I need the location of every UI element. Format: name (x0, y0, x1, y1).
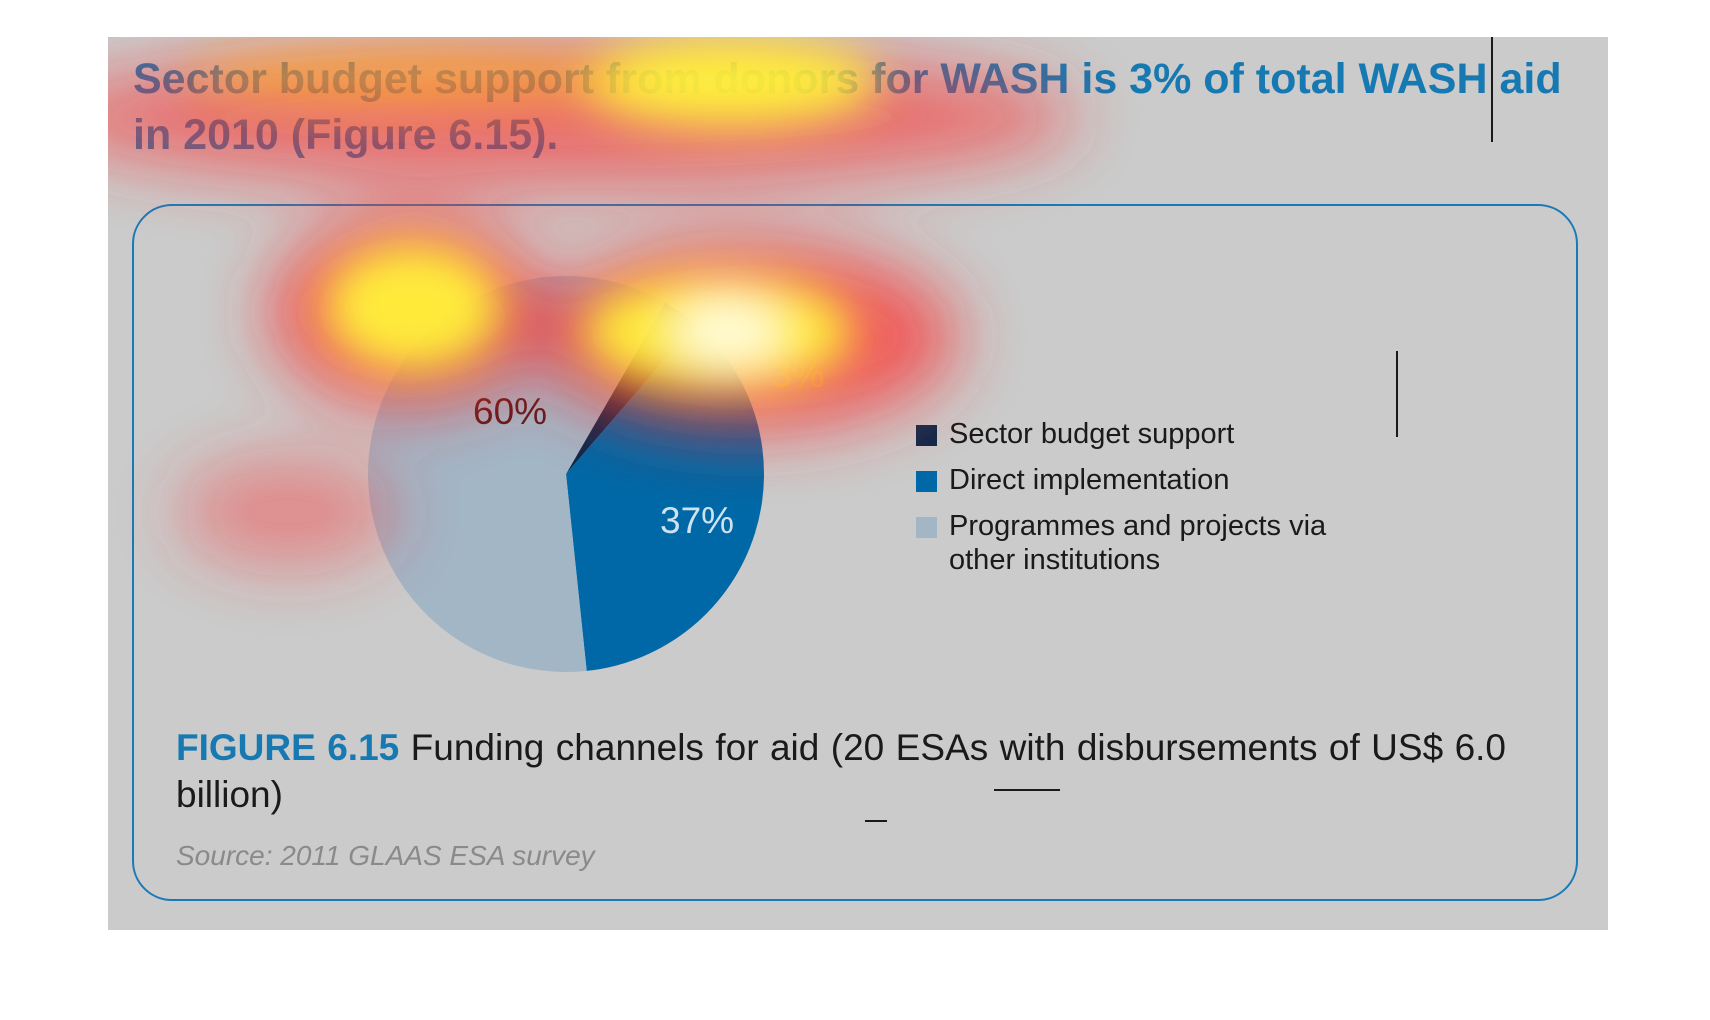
figure-caption: FIGURE 6.15 Funding channels for aid (20… (176, 724, 1506, 818)
legend: Sector budget support Direct implementat… (916, 417, 1376, 589)
legend-item-programmes-projects: Programmes and projects via other instit… (916, 509, 1376, 577)
pie-label-programmes-projects: 60% (473, 391, 548, 432)
figure-frame (132, 204, 1578, 901)
legend-swatch (916, 471, 937, 492)
pie-label-sector-budget-support: 3% (771, 354, 825, 395)
stray-line (1491, 37, 1493, 142)
legend-item-direct-implementation: Direct implementation (916, 463, 1376, 497)
caption-text: Funding channels for aid (20 ESAs with d… (176, 727, 1507, 815)
stray-line (865, 820, 887, 822)
pie-label-direct-implementation: 37% (660, 500, 735, 541)
stray-line (994, 789, 1060, 791)
legend-item-sector-budget-support: Sector budget support (916, 417, 1376, 451)
legend-swatch (916, 425, 937, 446)
legend-label: Direct implementation (949, 464, 1230, 496)
figure-panel: Sector budget support from donors for WA… (108, 37, 1608, 930)
figure-number: FIGURE 6.15 (176, 727, 400, 768)
legend-swatch (916, 517, 937, 538)
legend-label: Programmes and projects via other instit… (949, 510, 1327, 576)
source-note: Source: 2011 GLAAS ESA survey (176, 840, 595, 871)
stray-line (1396, 351, 1398, 437)
legend-label: Sector budget support (949, 418, 1235, 450)
